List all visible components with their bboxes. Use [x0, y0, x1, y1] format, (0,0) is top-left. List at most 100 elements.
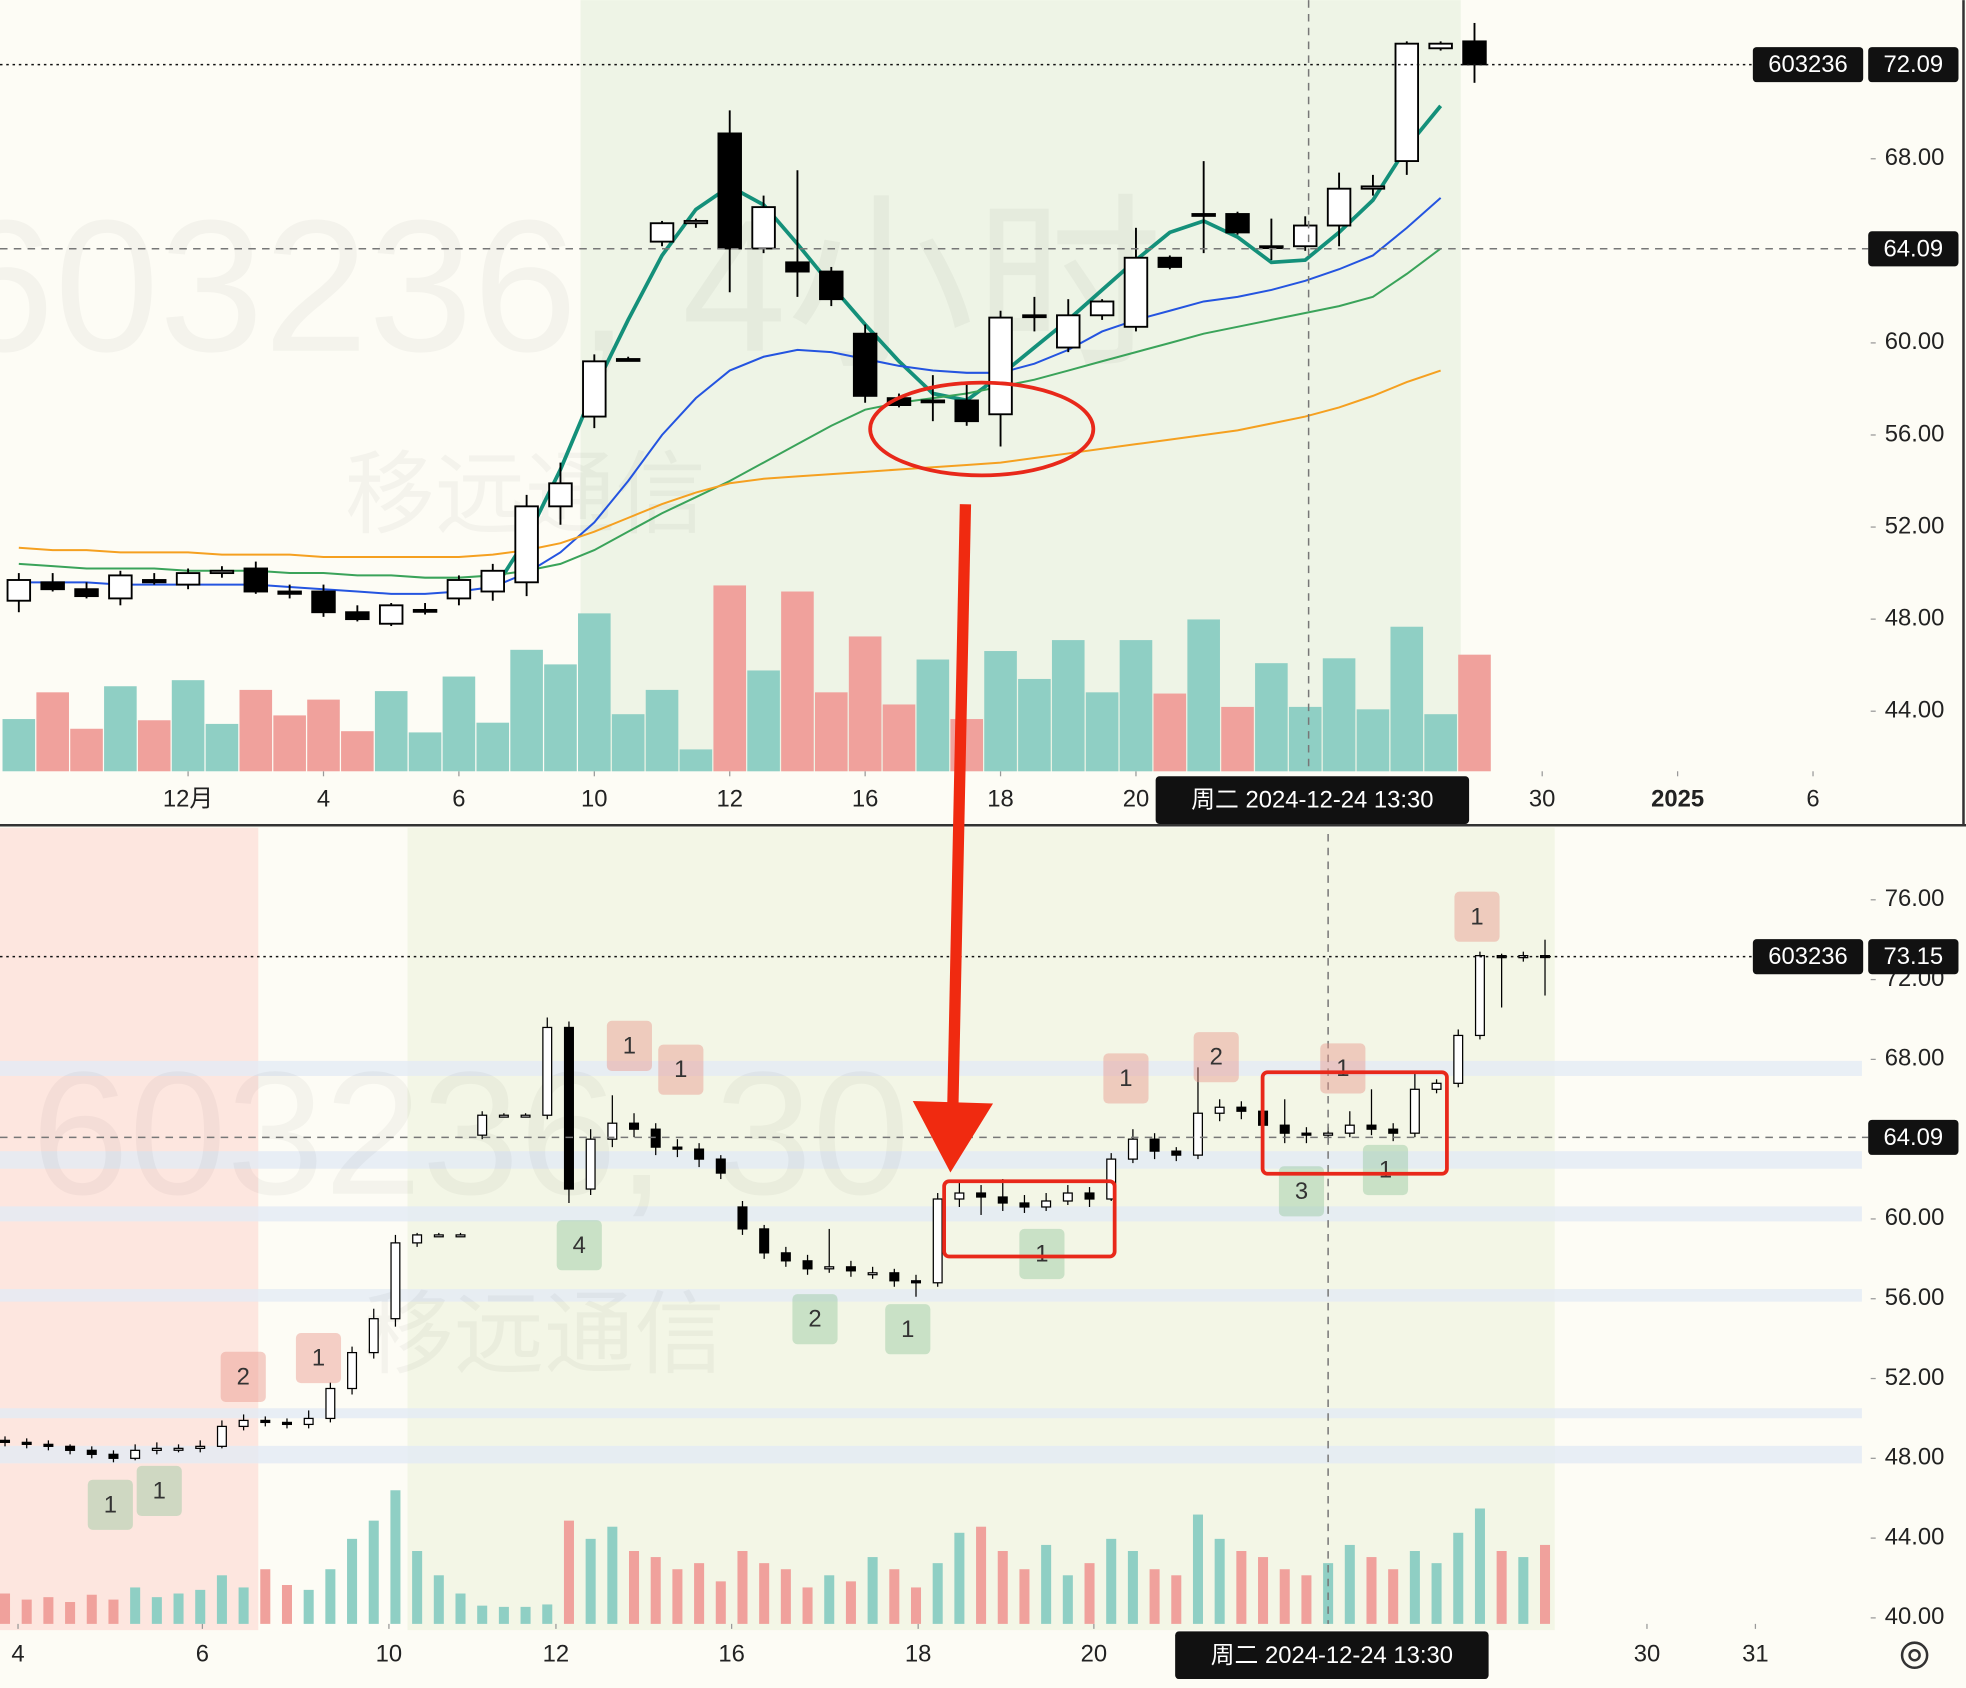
candle-body — [480, 569, 505, 593]
watermark: 603236, 4小时 — [0, 181, 1163, 391]
x-tick-label: 30 — [1634, 1641, 1660, 1668]
last-price: 73.15 — [1884, 943, 1944, 970]
candle-body — [303, 1417, 314, 1426]
candle-body — [1022, 314, 1047, 319]
candle-body — [976, 1192, 987, 1198]
volume-bar — [910, 1587, 922, 1624]
volume-bar — [442, 676, 476, 772]
volume-bar — [1084, 1563, 1095, 1624]
signal-badge — [792, 1294, 838, 1345]
volume-bar — [1288, 706, 1322, 772]
highlight-box — [942, 1179, 1117, 1259]
volume-bar — [916, 659, 950, 772]
volume-bar — [629, 1551, 640, 1624]
candle-body — [1127, 1138, 1138, 1160]
candle-body — [683, 219, 709, 225]
candle-body — [737, 1206, 748, 1230]
volume-bar — [1221, 706, 1254, 772]
y-tick-label: 60.00 — [1885, 1204, 1945, 1231]
volume-bar — [814, 692, 848, 772]
signal-badge-label: 2 — [237, 1363, 250, 1390]
candle-body — [1453, 1034, 1464, 1084]
signal-badge-label: 1 — [674, 1056, 687, 1083]
volume-bar — [104, 686, 137, 772]
candle-body — [1123, 256, 1149, 328]
volume-bar — [205, 723, 239, 772]
candle-body — [954, 399, 979, 423]
signal-badge-label: 1 — [1119, 1065, 1132, 1092]
candle-body — [260, 1419, 271, 1424]
volume-bar — [195, 1589, 206, 1624]
candle-body — [65, 1445, 76, 1451]
volume-bar — [1540, 1544, 1551, 1624]
candle-body — [988, 316, 1013, 416]
volume-bar — [976, 1526, 987, 1624]
signal-badge-label: 1 — [312, 1345, 325, 1372]
highlight-ellipse — [868, 380, 1096, 478]
volume-bar — [1236, 1551, 1247, 1624]
volume-bar — [1085, 692, 1119, 772]
candle-body — [650, 1128, 661, 1148]
candle-body — [1366, 1124, 1377, 1130]
candle-body — [1388, 1128, 1399, 1134]
x-tick-label: 10 — [376, 1641, 402, 1668]
candle-body — [615, 358, 641, 362]
volume-bar — [70, 728, 103, 772]
volume-bar — [1518, 1557, 1529, 1624]
signal-badge — [136, 1465, 182, 1517]
volume-bar — [173, 1593, 184, 1624]
x-tick-label: 6 — [1806, 785, 1819, 812]
candle-body — [1089, 300, 1115, 317]
signal-badge-label: 3 — [1295, 1178, 1308, 1205]
signal-badge — [1320, 1043, 1366, 1094]
volume-bar — [824, 1575, 835, 1624]
volume-bar — [1258, 1557, 1269, 1624]
candle-body — [819, 270, 844, 301]
candle-body — [1431, 1082, 1442, 1090]
symbol-tag: 603236 — [1768, 51, 1847, 78]
candle-body — [108, 1453, 119, 1459]
candle-body — [130, 1449, 141, 1459]
volume-bar — [216, 1575, 227, 1624]
signal-badge — [606, 1020, 652, 1071]
volume-bar — [1366, 1557, 1377, 1624]
signal-badge — [295, 1332, 342, 1384]
candle-body — [845, 1266, 856, 1272]
volume-bar — [781, 591, 814, 772]
candle-body — [175, 572, 201, 586]
signal-badge-label: 1 — [1035, 1241, 1048, 1268]
volume-bar — [130, 1587, 141, 1624]
candle-body — [1394, 42, 1420, 163]
x-tick-label: 4 — [317, 785, 330, 812]
signal-badge — [556, 1220, 602, 1271]
volume-bar — [347, 1538, 358, 1624]
volume-bar — [1127, 1551, 1138, 1624]
signal-badge-label: 1 — [153, 1478, 166, 1505]
volume-bar — [645, 689, 679, 772]
candle-body — [1236, 1106, 1247, 1112]
y-tick-label: 40.00 — [1885, 1603, 1945, 1630]
volume-bar — [984, 651, 1017, 772]
arrow-head — [912, 1101, 994, 1173]
volume-bar — [1041, 1544, 1052, 1624]
volume-bar — [43, 1597, 54, 1624]
settings-icon[interactable] — [1900, 1641, 1929, 1670]
x-tick-label: 6 — [196, 1641, 209, 1668]
x-tick-label: 2025 — [1651, 785, 1704, 812]
candle-body — [1326, 187, 1352, 227]
volume-bar — [1279, 1569, 1290, 1624]
candle-body — [1019, 1202, 1030, 1208]
volume-bar — [713, 585, 747, 772]
x-tick-label: 16 — [718, 1641, 745, 1668]
x-tick-label: 18 — [987, 785, 1014, 812]
candle-body — [751, 206, 776, 250]
y-tick-label: 56.00 — [1885, 420, 1945, 447]
time-tag-box — [1175, 1631, 1489, 1680]
candle-body — [920, 399, 946, 404]
crosshair-price: 64.09 — [1884, 235, 1944, 262]
candle-body — [932, 1198, 943, 1284]
signal-badge — [220, 1351, 266, 1402]
volume-bar — [1019, 1569, 1030, 1624]
candle-body — [1149, 1138, 1160, 1152]
